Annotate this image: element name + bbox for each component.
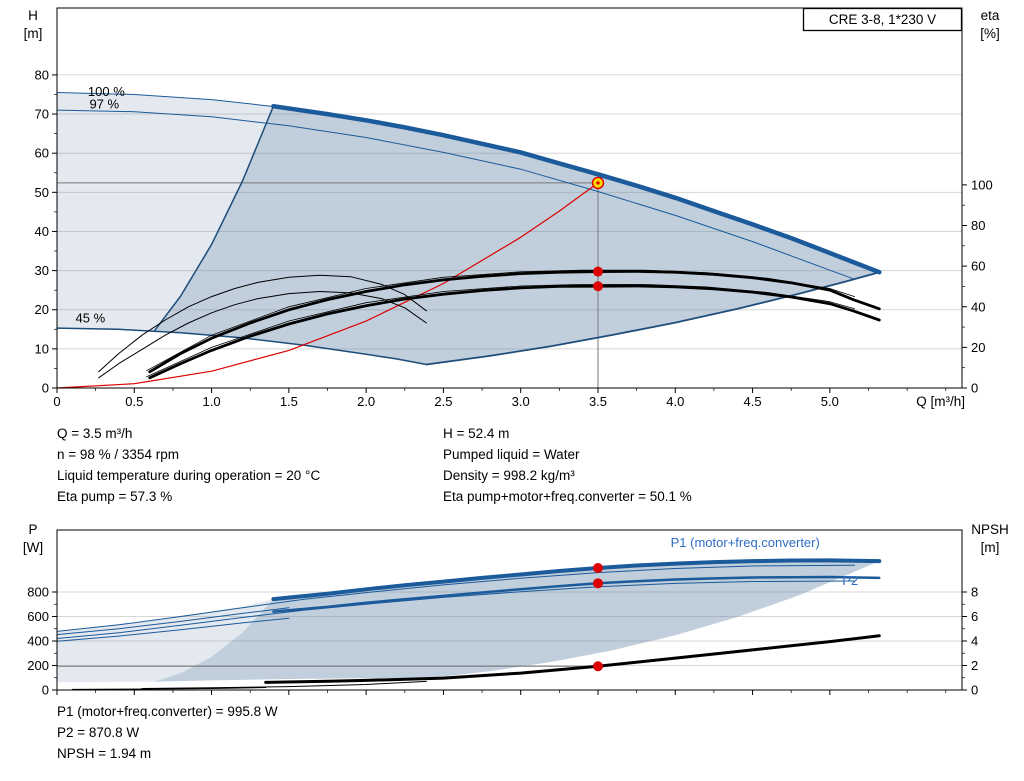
readout-head: H = 52.4 m xyxy=(443,426,510,441)
svg-text:6: 6 xyxy=(971,609,978,624)
svg-text:[m]: [m] xyxy=(24,26,43,41)
svg-text:20: 20 xyxy=(35,302,49,317)
svg-text:4.5: 4.5 xyxy=(744,394,762,409)
svg-text:100: 100 xyxy=(971,177,993,192)
readout-npsh: NPSH = 1.94 m xyxy=(57,746,152,761)
svg-text:70: 70 xyxy=(35,107,49,122)
svg-text:60: 60 xyxy=(35,146,49,161)
svg-text:CRE 3-8, 1*230 V: CRE 3-8, 1*230 V xyxy=(829,12,936,27)
svg-text:50: 50 xyxy=(35,185,49,200)
svg-text:0: 0 xyxy=(53,394,60,409)
svg-text:[%]: [%] xyxy=(980,26,1000,41)
svg-text:[m]: [m] xyxy=(981,540,1000,555)
svg-text:600: 600 xyxy=(27,609,49,624)
svg-text:100 %: 100 % xyxy=(88,84,125,99)
readout-flow: Q = 3.5 m³/h xyxy=(57,426,133,441)
svg-text:P2: P2 xyxy=(842,573,858,588)
svg-text:2.0: 2.0 xyxy=(357,394,375,409)
svg-text:P1 (motor+freq.converter): P1 (motor+freq.converter) xyxy=(671,535,820,550)
svg-text:200: 200 xyxy=(27,658,49,673)
svg-text:H: H xyxy=(28,8,38,23)
qh-chart: 0 0.5 1.0 1.5 2.0 2.5 3.0 3.5 4.0 4.5 5.0 0 10 20 30 40… xyxy=(24,7,1000,409)
svg-text:0.5: 0.5 xyxy=(125,394,143,409)
svg-text:NPSH: NPSH xyxy=(971,522,1009,537)
svg-text:40: 40 xyxy=(35,224,49,239)
svg-text:800: 800 xyxy=(27,584,49,599)
svg-text:0: 0 xyxy=(42,381,49,396)
svg-text:10: 10 xyxy=(35,341,49,356)
svg-text:P: P xyxy=(28,522,37,537)
svg-text:0: 0 xyxy=(971,683,978,698)
svg-text:1.0: 1.0 xyxy=(203,394,221,409)
svg-text:80: 80 xyxy=(971,218,985,233)
svg-text:3.0: 3.0 xyxy=(512,394,530,409)
svg-text:0: 0 xyxy=(42,683,49,698)
svg-text:40: 40 xyxy=(971,299,985,314)
readout-p1: P1 (motor+freq.converter) = 995.8 W xyxy=(57,704,278,719)
svg-text:8: 8 xyxy=(971,584,978,599)
svg-text:Q [m³/h]: Q [m³/h] xyxy=(916,394,965,409)
svg-text:4: 4 xyxy=(971,633,978,648)
svg-text:3.5: 3.5 xyxy=(589,394,607,409)
readout-pumped-liquid: Pumped liquid = Water xyxy=(443,447,580,462)
svg-text:2: 2 xyxy=(971,658,978,673)
svg-text:60: 60 xyxy=(971,259,985,274)
svg-text:eta: eta xyxy=(981,8,1000,23)
svg-text:1.5: 1.5 xyxy=(280,394,298,409)
power-npsh-chart: 0 200 400 600 800 0 2 4 6 8 P [W] NPSH [m] P1 (motor+f… xyxy=(23,522,1009,698)
svg-text:45 %: 45 % xyxy=(76,310,106,325)
svg-text:2.5: 2.5 xyxy=(434,394,452,409)
readout-density: Density = 998.2 kg/m³ xyxy=(443,468,575,483)
readout-p2: P2 = 870.8 W xyxy=(57,725,140,740)
svg-text:80: 80 xyxy=(35,67,49,82)
svg-text:[W]: [W] xyxy=(23,540,43,555)
readout-eta-pump: Eta pump = 57.3 % xyxy=(57,489,173,504)
readout-speed: n = 98 % / 3354 rpm xyxy=(57,447,179,462)
svg-text:97 %: 97 % xyxy=(89,97,119,112)
svg-text:30: 30 xyxy=(35,263,49,278)
readout-liquid-temp: Liquid temperature during operation = 20… xyxy=(57,468,321,483)
svg-text:20: 20 xyxy=(971,340,985,355)
readout-eta-total: Eta pump+motor+freq.converter = 50.1 % xyxy=(443,489,692,504)
svg-text:400: 400 xyxy=(27,633,49,648)
svg-text:5.0: 5.0 xyxy=(821,394,839,409)
svg-text:4.0: 4.0 xyxy=(666,394,684,409)
svg-text:0: 0 xyxy=(971,381,978,396)
